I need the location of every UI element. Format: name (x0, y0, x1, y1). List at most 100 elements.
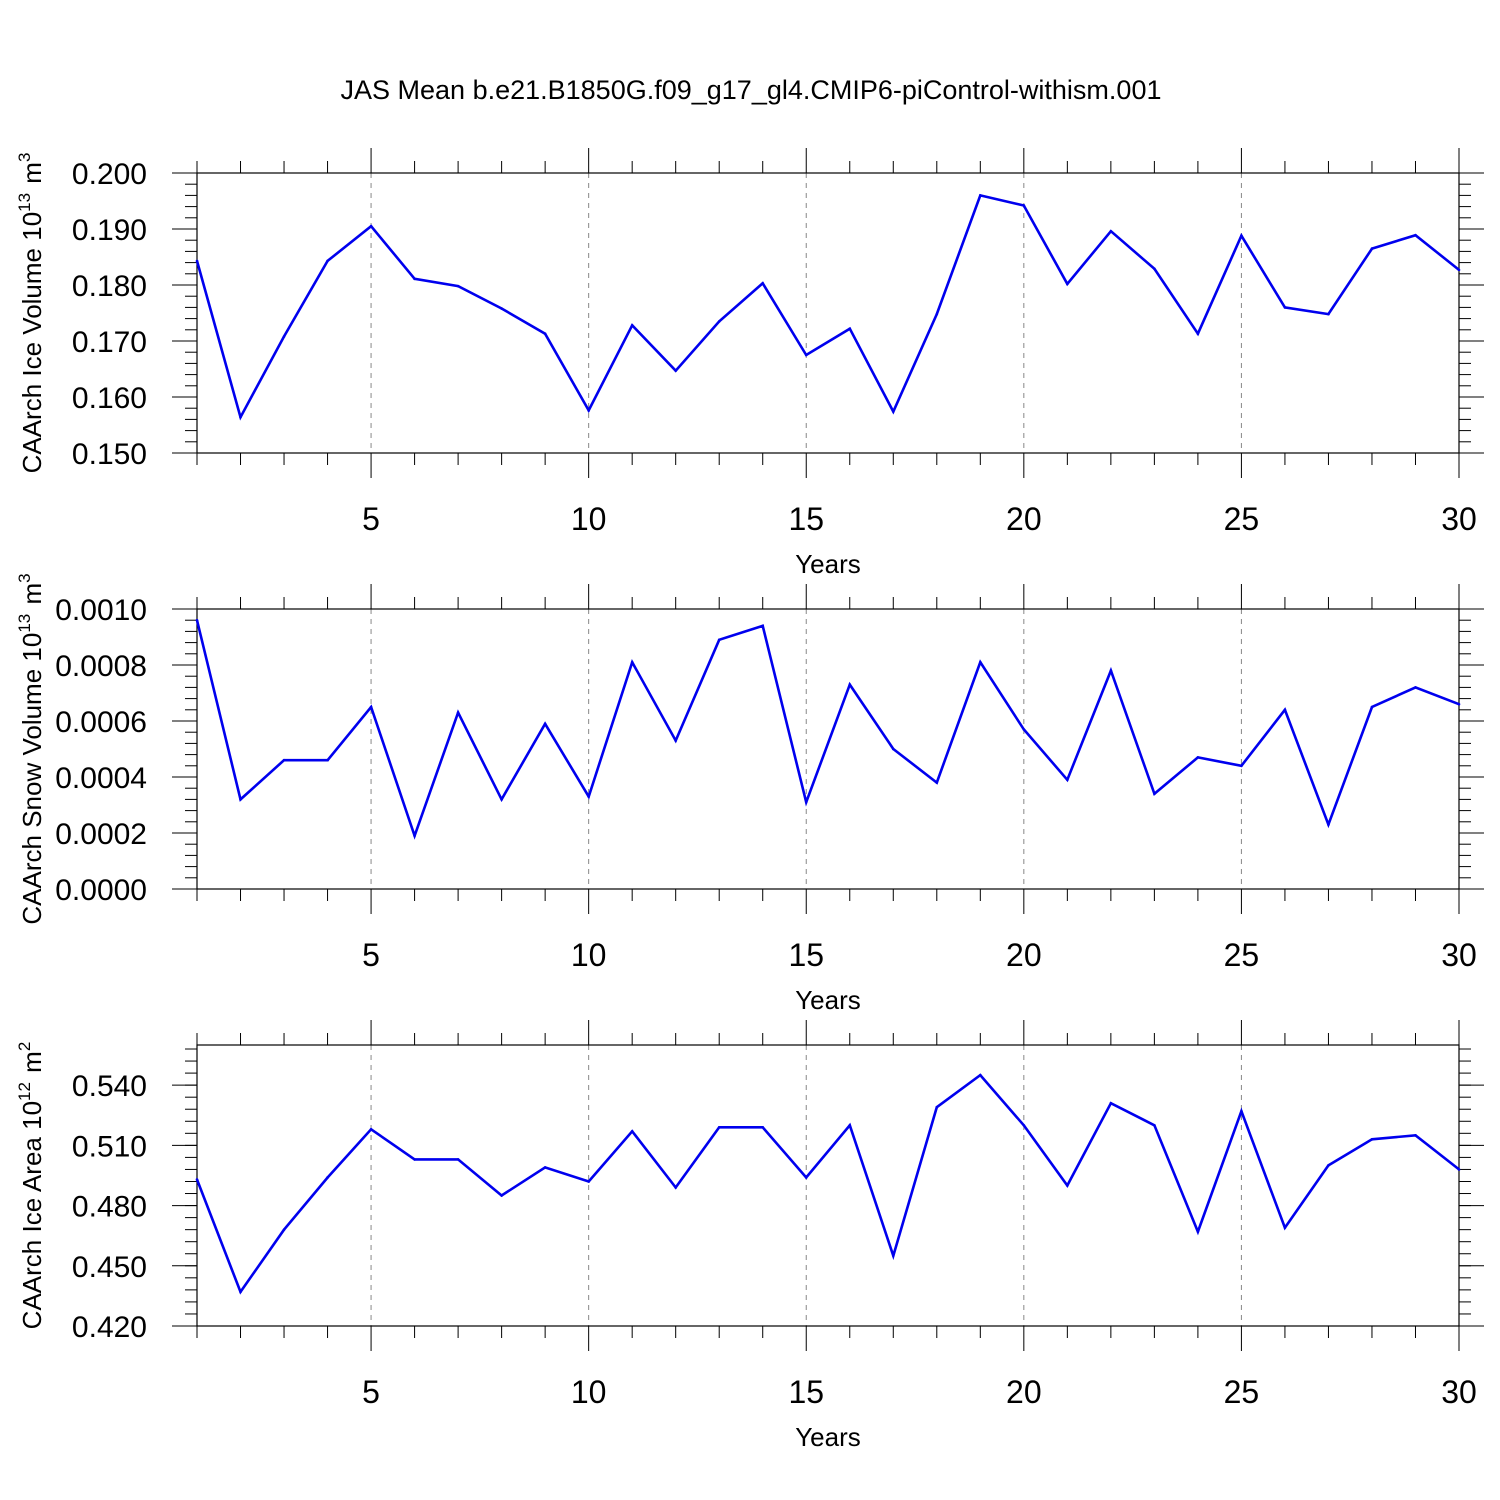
data-point (848, 327, 852, 330)
data-point (456, 711, 460, 714)
x-tick-label: 5 (362, 1374, 380, 1410)
x-tick-label: 15 (788, 937, 824, 973)
y-tick-label: 0.450 (72, 1251, 147, 1284)
data-point (630, 1130, 634, 1133)
y-axis-title-text: CAArch Snow Volume 10 (17, 633, 47, 925)
chart-panel-1: 0.150 0.160 0.170 0.180 0.190 0.200 5 10 15 20 25 3… (15, 148, 1484, 579)
data-point (1240, 234, 1243, 238)
y-tick-label: 0.0006 (55, 706, 147, 739)
data-point (674, 739, 677, 742)
data-point (630, 324, 634, 327)
y-axis-title: CAArch Snow Volume 1013 m3 (15, 573, 47, 924)
x-tick-label: 25 (1224, 501, 1260, 537)
data-point (1109, 229, 1113, 233)
data-point (587, 409, 590, 412)
x-tick-label: 15 (788, 1374, 824, 1410)
y-tick-label: 0.170 (72, 326, 147, 359)
data-point (848, 1123, 852, 1127)
data-point (761, 624, 765, 628)
data-point (717, 1125, 721, 1129)
data-point (587, 1180, 590, 1183)
series-line (195, 619, 1460, 840)
data-point (1109, 1101, 1113, 1105)
data-point (1066, 778, 1069, 782)
data-point (1457, 702, 1461, 706)
data-point (326, 1176, 329, 1179)
y-tick-label: 0.190 (72, 214, 147, 247)
data-point (1370, 247, 1374, 250)
y-axis-title-text: CAArch Ice Area 10 (17, 1101, 47, 1329)
data-point (1327, 823, 1330, 826)
y-axis-title-text: m (17, 1051, 47, 1080)
data-point (543, 332, 547, 336)
data-point (717, 320, 721, 323)
x-tick-label: 10 (571, 501, 607, 537)
data-point (239, 1290, 242, 1294)
x-tick-label: 5 (362, 501, 380, 537)
data-point (587, 795, 590, 798)
data-point (717, 638, 721, 642)
y-tick-label: 0.0010 (55, 594, 147, 627)
data-point (456, 1158, 460, 1161)
y-axis-title-superscript: 3 (15, 153, 34, 162)
y-tick-label: 0.160 (72, 382, 147, 415)
y-axis-title-superscript: 13 (15, 193, 34, 212)
data-point (1022, 728, 1026, 731)
y-axis-title: CAArch Ice Area 1012 m2 (15, 1042, 47, 1330)
data-point (500, 798, 503, 801)
data-point (1283, 1226, 1287, 1229)
data-point (1327, 312, 1330, 316)
data-point (935, 312, 939, 316)
y-axis-title-text: m (17, 162, 47, 191)
data-point (891, 1254, 895, 1258)
data-point (282, 335, 286, 338)
data-point (891, 747, 895, 751)
x-tick-label: 30 (1441, 1374, 1477, 1410)
data-point (630, 660, 634, 664)
y-axis-title-superscript: 2 (15, 1042, 34, 1051)
data-point (456, 284, 460, 288)
data-point (413, 834, 416, 838)
y-tick-label: 0.510 (72, 1130, 147, 1163)
data-point (239, 415, 242, 419)
data-point (674, 369, 677, 372)
data-point (1022, 204, 1026, 207)
data-point (979, 194, 982, 197)
data-point (761, 1125, 765, 1129)
data-point (195, 259, 199, 263)
data-point (804, 1176, 808, 1179)
data-point (282, 1228, 286, 1231)
y-tick-label: 0.0004 (55, 762, 147, 795)
data-point (1240, 1109, 1243, 1113)
data-point (369, 224, 373, 228)
data-point (326, 758, 329, 762)
x-tick-label: 5 (362, 937, 380, 973)
x-tick-label: 15 (788, 501, 824, 537)
y-tick-label: 0.480 (72, 1191, 147, 1224)
data-point (413, 277, 416, 281)
figure-title: JAS Mean b.e21.B1850G.f09_g17_gl4.CMIP6-… (341, 75, 1162, 105)
y-tick-label: 0.420 (72, 1311, 147, 1344)
data-point (1457, 268, 1461, 272)
data-point (1240, 764, 1243, 768)
series-line (195, 193, 1460, 421)
plot-frame (196, 608, 1460, 890)
data-point (761, 282, 765, 285)
y-axis-title-text: CAArch Ice Volume 10 (17, 212, 47, 474)
plot-frame (196, 172, 1460, 454)
data-point (1457, 1168, 1461, 1171)
data-point (500, 307, 503, 310)
data-point (1022, 1123, 1026, 1127)
chart-panel-3: 0.420 0.450 0.480 0.510 0.540 5 10 15 20 25 30 Year… (15, 1020, 1484, 1452)
data-point (1066, 282, 1069, 286)
y-axis-title-superscript: 13 (15, 614, 34, 633)
y-axis-title-superscript: 12 (15, 1082, 34, 1101)
x-tick-label: 25 (1224, 937, 1260, 973)
data-point (1370, 705, 1374, 709)
data-point (979, 1073, 982, 1077)
data-point (1283, 306, 1287, 309)
data-point (543, 1166, 547, 1169)
